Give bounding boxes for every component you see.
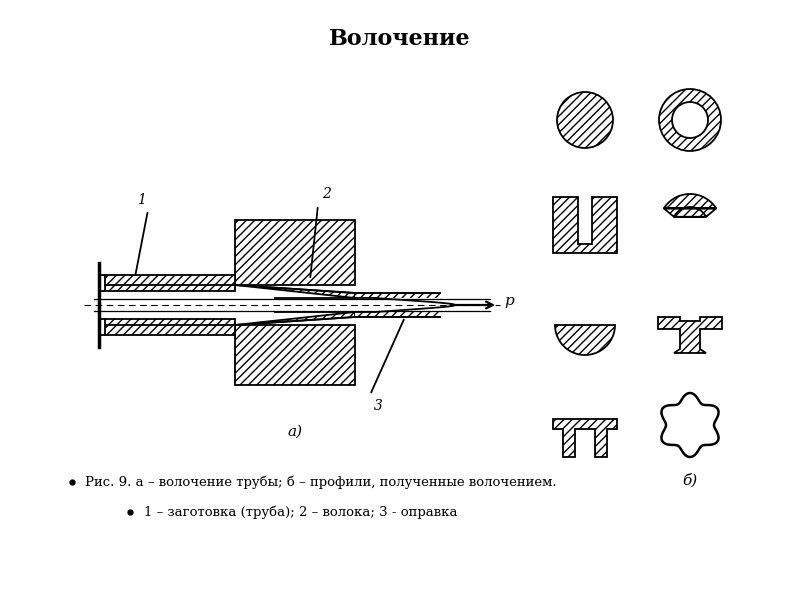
Polygon shape: [662, 393, 718, 457]
Text: 1 – заготовка (труба); 2 – волока; 3 - оправка: 1 – заготовка (труба); 2 – волока; 3 - о…: [144, 505, 458, 519]
Text: б): б): [682, 473, 698, 487]
Polygon shape: [235, 285, 355, 298]
Polygon shape: [235, 312, 355, 325]
Polygon shape: [235, 325, 355, 385]
Text: 2: 2: [322, 187, 331, 201]
Polygon shape: [658, 317, 722, 353]
Circle shape: [659, 89, 721, 151]
Polygon shape: [553, 197, 617, 253]
Polygon shape: [235, 220, 355, 285]
Circle shape: [557, 92, 613, 148]
Polygon shape: [355, 293, 440, 298]
Text: а): а): [287, 425, 302, 439]
Text: Волочение: Волочение: [329, 28, 471, 50]
Circle shape: [672, 102, 708, 138]
Text: р: р: [504, 294, 514, 308]
Polygon shape: [664, 194, 716, 217]
Polygon shape: [105, 275, 235, 291]
Text: 3: 3: [374, 399, 383, 413]
Polygon shape: [555, 325, 615, 355]
Text: Рис. 9. а – волочение трубы; б – профили, полученные волочением.: Рис. 9. а – волочение трубы; б – профили…: [85, 475, 557, 489]
Polygon shape: [355, 312, 440, 317]
Polygon shape: [553, 419, 617, 457]
Polygon shape: [105, 319, 235, 335]
Text: 1: 1: [137, 193, 146, 207]
